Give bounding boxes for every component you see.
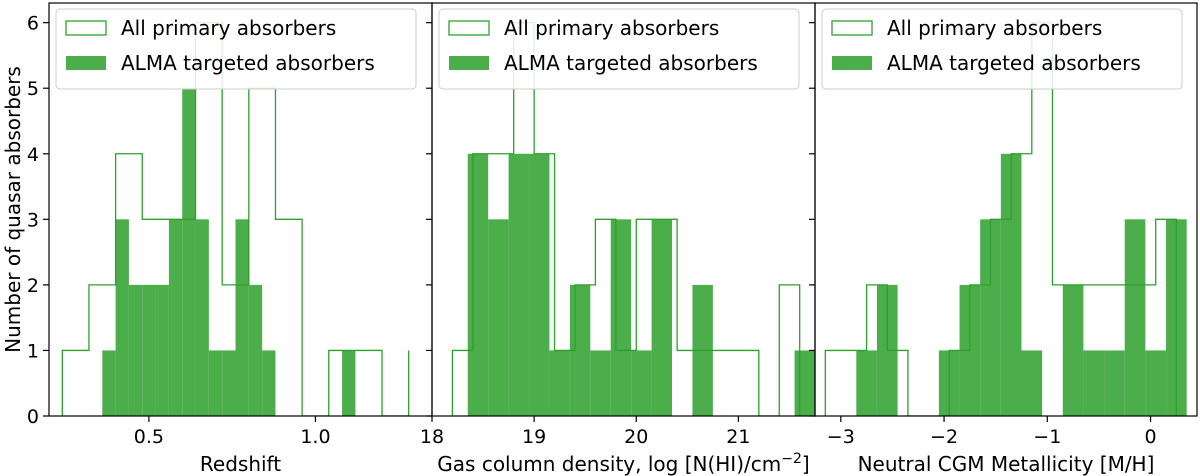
hist-bar bbox=[651, 219, 673, 416]
x-axis-label: Gas column density, log [N(HI)/cm−2] bbox=[437, 451, 809, 476]
legend-label: ALMA targeted absorbers bbox=[504, 51, 758, 75]
x-tick-label: 0.5 bbox=[134, 426, 164, 448]
legend-box bbox=[438, 8, 800, 90]
hist-bar bbox=[856, 350, 877, 416]
hist-step-outline bbox=[61, 22, 410, 416]
hist-bar bbox=[794, 350, 815, 416]
y-tick-label: 5 bbox=[27, 78, 39, 100]
legend-swatch-outline bbox=[831, 20, 873, 36]
x-tick-label: −2 bbox=[930, 426, 958, 448]
plot-area bbox=[451, 22, 815, 416]
legend-swatch-filled bbox=[66, 56, 106, 70]
plot-area bbox=[824, 22, 1187, 416]
x-tick-label: −3 bbox=[827, 426, 855, 448]
panel-1: 0.5 1.0 0 1 2 3 4 5 6 Redshift All primary absorbe… bbox=[27, 2, 433, 476]
hist-bar bbox=[248, 284, 263, 416]
hist-bar bbox=[1104, 350, 1125, 416]
hist-bar bbox=[631, 350, 652, 416]
hist-bar bbox=[142, 284, 156, 416]
hist-bar bbox=[610, 219, 632, 416]
hist-bar bbox=[1021, 350, 1043, 416]
y-tick-label: 3 bbox=[27, 209, 39, 231]
y-tick-label: 0 bbox=[27, 406, 39, 428]
y-axis-label: Number of quasar absorbers bbox=[1, 66, 25, 353]
legend-label: All primary absorbers bbox=[121, 16, 336, 40]
hist-step-outline bbox=[824, 22, 1177, 416]
hist-bar bbox=[508, 153, 530, 416]
alma-targeted-series bbox=[856, 153, 1187, 416]
x-tick-label: 18 bbox=[420, 426, 444, 448]
legend-box bbox=[821, 8, 1183, 90]
legend-label: All primary absorbers bbox=[887, 16, 1102, 40]
x-tick-label: 1.0 bbox=[300, 426, 330, 448]
legend-label: All primary absorbers bbox=[504, 16, 719, 40]
panel-3: −3 −2 −1 0 Neutral CGM Metallicity [M/H] All … bbox=[809, 2, 1198, 476]
legend-swatch-outline bbox=[448, 20, 490, 36]
y-tick-label: 6 bbox=[27, 13, 39, 35]
y-tick-label: 1 bbox=[27, 340, 39, 362]
alma-targeted-series bbox=[102, 88, 356, 416]
hist-bar bbox=[262, 350, 276, 416]
legend-swatch-filled bbox=[449, 56, 489, 70]
hist-bar bbox=[1083, 350, 1105, 416]
x-tick-label: 21 bbox=[726, 426, 750, 448]
hist-bar bbox=[222, 350, 236, 416]
hist-step-outline bbox=[451, 22, 801, 416]
all-primary-series bbox=[61, 22, 410, 416]
plot-area bbox=[61, 22, 410, 416]
hist-bar bbox=[195, 219, 209, 416]
hist-bar bbox=[590, 350, 611, 416]
legend-swatch-filled bbox=[832, 56, 872, 70]
y-tick-label: 4 bbox=[27, 144, 39, 166]
legend: All primary absorbers ALMA targeted absor… bbox=[821, 8, 1183, 90]
hist-bar bbox=[467, 153, 489, 416]
legend: All primary absorbers ALMA targeted absor… bbox=[55, 8, 417, 90]
alma-targeted-series bbox=[467, 153, 815, 416]
y-tick-label: 2 bbox=[27, 275, 39, 297]
hist-bar bbox=[102, 350, 116, 416]
hist-bar bbox=[1062, 284, 1084, 416]
x-tick-label: 0 bbox=[1144, 426, 1156, 448]
hist-bar bbox=[1124, 219, 1146, 416]
all-primary-series bbox=[451, 22, 801, 416]
x-axis-label: Neutral CGM Metallicity [M/H] bbox=[858, 452, 1155, 476]
legend-swatch-outline bbox=[65, 20, 107, 36]
hist-bar bbox=[128, 284, 143, 416]
hist-bar bbox=[549, 350, 570, 416]
x-tick-label: −1 bbox=[1033, 426, 1061, 448]
all-primary-series bbox=[824, 22, 1177, 416]
hist-bar bbox=[182, 88, 196, 416]
hist-bar bbox=[980, 219, 1001, 416]
hist-bar bbox=[488, 219, 509, 416]
legend-box bbox=[55, 8, 417, 90]
hist-bar bbox=[115, 219, 129, 416]
hist-bar bbox=[529, 153, 550, 416]
legend: All primary absorbers ALMA targeted absor… bbox=[438, 8, 800, 90]
x-tick-label: 19 bbox=[522, 426, 546, 448]
legend-label: ALMA targeted absorbers bbox=[121, 51, 375, 75]
hist-bar bbox=[155, 284, 169, 416]
hist-bar bbox=[208, 350, 223, 416]
hist-bar bbox=[235, 219, 249, 416]
hist-bar bbox=[168, 219, 183, 416]
hist-bar bbox=[1145, 350, 1167, 416]
axes-frame bbox=[814, 2, 1198, 417]
x-tick-label: 20 bbox=[624, 426, 648, 448]
legend-label: ALMA targeted absorbers bbox=[887, 51, 1141, 75]
hist-bar bbox=[342, 350, 356, 416]
x-axis-label: Redshift bbox=[200, 452, 281, 476]
panel-2: 18 19 20 21 Gas column density, log [N(HI)/c… bbox=[420, 2, 816, 476]
